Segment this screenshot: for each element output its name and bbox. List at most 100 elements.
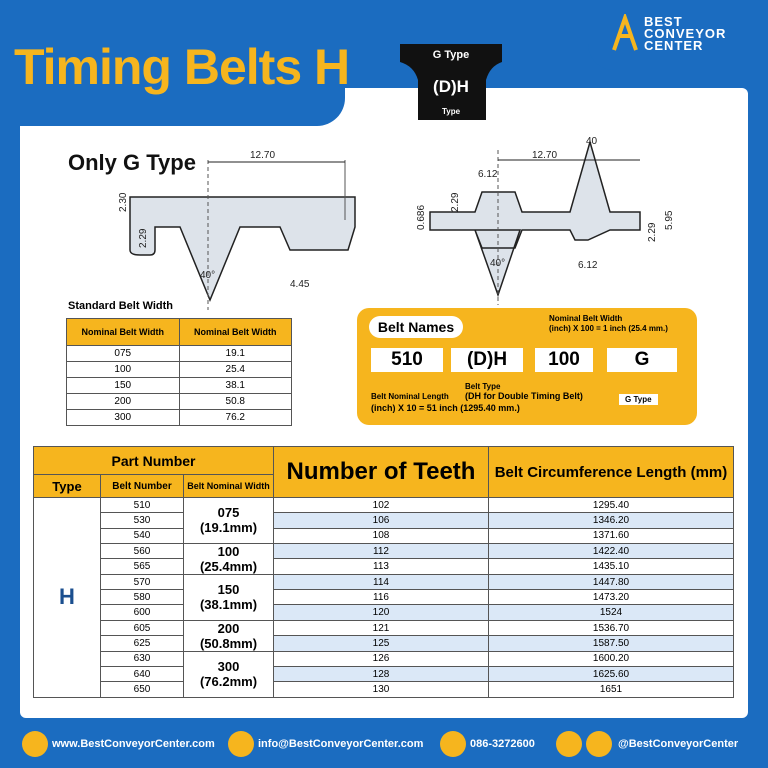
belt-number: 570 [100,573,184,591]
name-part: (D)H [451,348,523,372]
header-cell: Part Number [33,446,274,475]
note: (DH for Double Timing Belt) [465,391,583,401]
teeth: 102 [273,496,489,514]
width-table: Nominal Belt Width Nominal Belt Width 07… [66,318,292,426]
name-part: 510 [371,348,443,372]
teeth: 112 [273,542,489,560]
logo: BEST CONVEYOR CENTER [588,0,768,70]
name-part: 100 [535,348,593,372]
width-mm: (38.1mm) [199,597,258,613]
header-cell: Type [33,474,101,498]
width-cell: 150 (38.1mm) [183,573,274,621]
facebook-icon [556,731,582,757]
header-cell: Nominal Belt Width [66,318,180,346]
row: 075 19.1 [66,345,292,362]
belt-number: 580 [100,589,184,606]
header-cell: Number of Teeth [273,446,489,498]
row: 640 128 1625.60 [34,666,734,683]
teeth: 116 [273,589,489,606]
length: 1651 [488,681,734,698]
row: 630 300 (76.2mm) 126 1600.20 [34,650,734,698]
dimension: 12.70 [532,150,557,161]
belt-number: 640 [100,666,184,683]
length: 1587.50 [488,635,734,652]
width-cell: 100 (25.4mm) [183,542,274,575]
row: 100 25.4 [66,361,292,378]
width-mm: (50.8mm) [199,635,258,651]
row: 150 38.1 [66,377,292,394]
logo-text: BEST [644,14,683,29]
width-cell: 200 (50.8mm) [183,619,274,652]
email-icon [228,731,254,757]
belt-number: 600 [100,604,184,621]
cell: 300 [66,409,180,426]
dimension: 40° [200,270,215,281]
table-title: Standard Belt Width [68,300,174,312]
row: 565 113 1435.10 [34,558,734,575]
cell: 76.2 [178,409,292,426]
belt-number: 650 [100,681,184,698]
note: (inch) X 10 = 51 inch (1295.40 mm.) [371,403,520,413]
width-cell: 300 (76.2mm) [183,650,274,698]
length: 1625.60 [488,666,734,683]
belt-names-title: Belt Names [369,316,463,338]
dimension: 40 [586,136,598,147]
dimension: 40° [490,258,505,269]
dimension: 4.45 [290,279,310,290]
header-cell: Belt Number [100,474,184,498]
row: 530 106 1346.20 [34,512,734,529]
length: 1524 [488,604,734,621]
type: H [59,584,75,610]
width-cell: 075 (19.1mm) [183,497,274,544]
row: 300 76.2 [66,409,292,426]
width-mm: (25.4mm) [199,558,258,574]
dimension: 2.29 [450,192,461,212]
dimension: 12.70 [250,150,275,161]
note: Belt Nominal Length [371,392,449,401]
row: 200 50.8 [66,393,292,410]
note: G Type [619,394,658,405]
width: 150 [217,582,240,598]
note: (inch) X 100 = 1 inch (25.4 mm.) [549,324,668,333]
cell: 50.8 [178,393,292,410]
length: 1435.10 [488,558,734,575]
cell: 19.1 [178,345,292,362]
row: 625 125 1587.50 [34,635,734,652]
width: 300 [217,659,240,675]
title-box [0,0,345,126]
dimension: 6.12 [578,260,598,271]
page-title: Timing Belts H [14,39,350,95]
row: H 510 075 (19.1mm) 102 1295.40 [33,496,734,698]
teeth: 114 [273,573,489,591]
badge-middle: (D)H [433,77,469,96]
header-cell: Belt Circumference Length (mm) [488,446,734,498]
length: 1295.40 [488,496,734,514]
dimension: 2.29 [647,222,658,242]
row: 560 100 (25.4mm) 112 1422.40 [34,542,734,575]
row: 540 108 1371.60 [34,527,734,544]
row: 570 150 (38.1mm) 114 1447.80 [34,573,734,621]
row: 650 130 1651 [34,681,734,698]
dimension: 2.29 [138,228,149,248]
line-icon [586,731,612,757]
length: 1422.40 [488,542,734,560]
header-cell: Belt Nominal Width [183,474,274,498]
dimension: 5.95 [664,210,675,230]
length: 1447.80 [488,573,734,591]
name-part: G [607,348,677,372]
belt-number: 630 [100,650,184,668]
width-mm: (19.1mm) [199,520,258,536]
type-badge: G Type (D)H Type [400,44,502,120]
logo-text: CENTER [644,38,704,53]
badge-top: G Type [433,49,469,61]
width: 200 [217,620,240,636]
cell: 200 [66,393,180,410]
belt-number: 625 [100,635,184,652]
cell: 38.1 [178,377,292,394]
teeth: 106 [273,512,489,529]
belt-number: 510 [100,496,184,514]
teeth: 108 [273,527,489,544]
email: info@BestConveyorCenter.com [258,738,424,750]
diagram-label: Only G Type [68,150,196,175]
